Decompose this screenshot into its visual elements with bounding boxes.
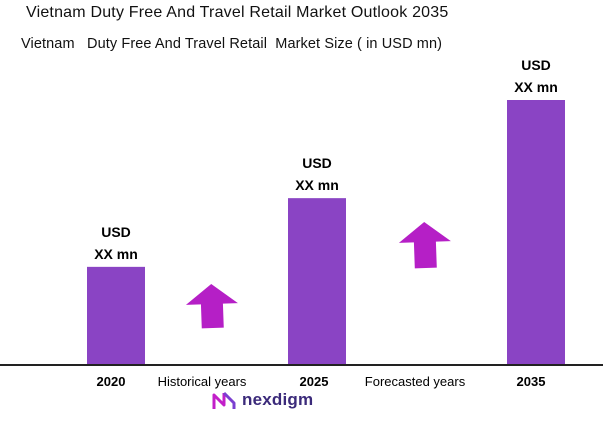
bar-2025 bbox=[288, 198, 346, 365]
bar-label-value-2035: XX mn bbox=[514, 79, 558, 95]
nexdigm-logo-icon bbox=[212, 391, 236, 409]
nexdigm-logo: nexdigm bbox=[212, 386, 313, 414]
x-tick-2020: 2020 bbox=[97, 374, 126, 389]
growth-arrow-icon-historical bbox=[185, 284, 238, 329]
x-tick-2025: 2025 bbox=[300, 374, 329, 389]
bar-label-currency-2020: USD bbox=[101, 224, 131, 240]
annotation-forecasted: Forecasted years bbox=[365, 374, 466, 389]
page-title: Vietnam Duty Free And Travel Retail Mark… bbox=[26, 4, 449, 21]
bar-2020 bbox=[87, 266, 145, 365]
bar-label-value-2025: XX mn bbox=[295, 177, 339, 193]
bar-label-currency-2025: USD bbox=[302, 155, 332, 171]
bar-label-currency-2035: USD bbox=[521, 57, 551, 73]
annotation-historical: Historical years bbox=[158, 374, 247, 389]
chart-subtitle: Vietnam Duty Free And Travel Retail Mark… bbox=[21, 36, 443, 52]
bar-label-value-2020: XX mn bbox=[94, 246, 138, 262]
x-tick-2035: 2035 bbox=[517, 374, 546, 389]
growth-arrow-icon-forecasted bbox=[398, 222, 451, 269]
bar-2035 bbox=[507, 100, 565, 365]
logo-text: nexdigm bbox=[242, 390, 314, 409]
